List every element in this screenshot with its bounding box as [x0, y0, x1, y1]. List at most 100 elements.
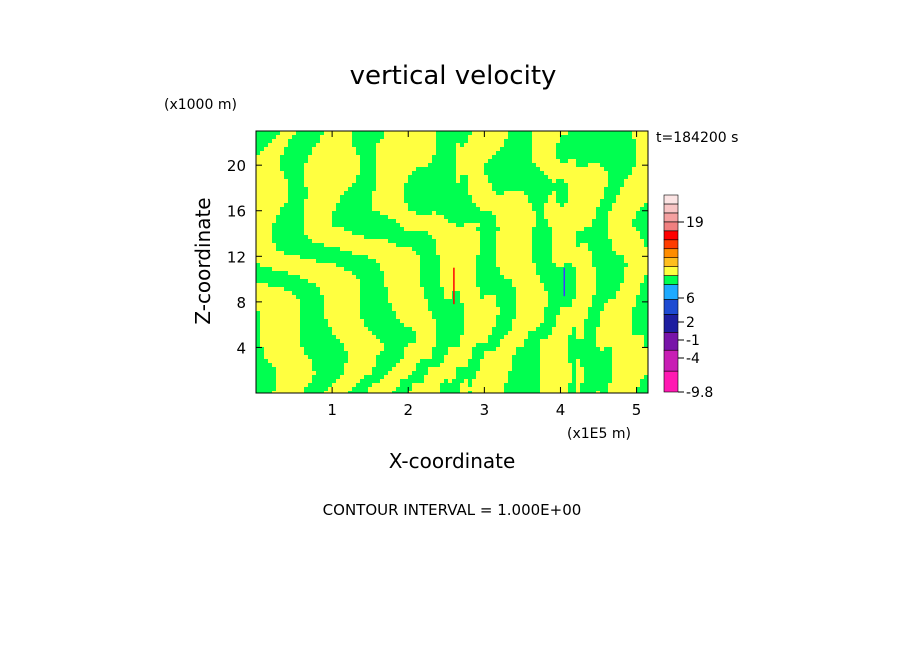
- field-band: [424, 295, 444, 299]
- field-band: [416, 363, 440, 367]
- field-band: [576, 163, 588, 167]
- field-band: [592, 299, 608, 303]
- colorbar-label: -1: [686, 333, 700, 349]
- field-band: [280, 167, 304, 171]
- field-band: [504, 383, 540, 387]
- field-band: [608, 183, 624, 187]
- field-band: [336, 203, 372, 207]
- field-band: [596, 215, 608, 219]
- field-band: [644, 279, 648, 283]
- field-band: [644, 275, 648, 279]
- field-band: [500, 311, 516, 315]
- field-band: [580, 359, 612, 363]
- colorbar-label: 2: [686, 315, 695, 331]
- field-band: [360, 163, 376, 167]
- field-band: [452, 291, 460, 295]
- field-band: [256, 347, 264, 351]
- field-band: [256, 143, 268, 147]
- field-band: [256, 335, 260, 339]
- field-band: [428, 303, 464, 307]
- field-band: [584, 379, 612, 383]
- field-band: [500, 147, 532, 151]
- field-band: [512, 359, 540, 363]
- plot-field: [256, 131, 648, 393]
- field-band: [636, 211, 648, 215]
- field-band: [256, 315, 260, 319]
- field-band: [256, 271, 288, 275]
- field-band: [356, 275, 384, 279]
- field-band: [588, 311, 600, 315]
- field-band: [360, 295, 388, 299]
- field-band: [272, 223, 304, 227]
- field-band: [356, 383, 372, 387]
- field-band: [408, 179, 456, 183]
- field-band: [288, 179, 304, 183]
- field-band: [596, 279, 624, 283]
- field-band: [536, 219, 548, 223]
- field-band: [456, 223, 464, 227]
- field-band: [536, 271, 576, 275]
- x-tick-label: 4: [556, 401, 566, 419]
- field-band: [276, 247, 340, 251]
- field-band: [536, 263, 556, 267]
- field-band: [420, 259, 440, 263]
- field-band: [500, 307, 516, 311]
- field-band: [572, 363, 576, 367]
- field-band: [436, 147, 456, 151]
- field-band: [584, 367, 612, 371]
- field-band: [584, 227, 608, 231]
- field-band: [636, 227, 648, 231]
- field-band: [496, 151, 532, 155]
- field-band: [496, 319, 512, 323]
- field-band: [468, 383, 472, 387]
- field-band: [436, 139, 468, 143]
- field-band: [572, 327, 576, 331]
- field-band: [488, 339, 500, 343]
- field-band: [284, 203, 304, 207]
- field-band: [340, 199, 372, 203]
- field-band: [416, 367, 428, 371]
- field-band: [256, 367, 276, 371]
- field-band: [312, 359, 348, 363]
- field-band: [256, 331, 260, 335]
- field-band: [436, 335, 460, 339]
- field-band: [360, 155, 376, 159]
- field-band: [316, 259, 376, 263]
- field-band: [596, 207, 612, 211]
- field-band: [356, 175, 376, 179]
- field-band: [400, 383, 412, 387]
- y-unit-label: (x1000 m): [164, 97, 237, 113]
- field-band: [592, 263, 628, 267]
- field-band: [480, 291, 516, 295]
- field-band: [568, 351, 612, 355]
- field-band: [456, 371, 476, 375]
- field-band: [532, 251, 552, 255]
- field-band: [544, 283, 576, 287]
- field-band: [384, 347, 404, 351]
- field-band: [352, 131, 384, 135]
- field-band: [376, 363, 396, 367]
- field-band: [576, 243, 580, 247]
- field-band: [584, 335, 596, 339]
- field-band: [432, 355, 444, 359]
- field-band: [276, 215, 304, 219]
- field-band: [432, 351, 448, 355]
- field-band: [256, 131, 280, 135]
- field-band: [304, 347, 344, 351]
- field-band: [436, 327, 464, 331]
- field-band: [480, 251, 496, 255]
- field-band: [348, 187, 376, 191]
- field-band: [336, 263, 380, 267]
- field-band: [316, 371, 344, 375]
- field-band: [452, 379, 464, 383]
- field-band: [604, 347, 612, 351]
- field-band: [280, 155, 308, 159]
- field-band: [300, 307, 324, 311]
- field-band: [300, 343, 344, 347]
- field-band: [288, 199, 304, 203]
- field-band: [352, 387, 368, 391]
- field-band: [304, 387, 328, 391]
- field-band: [412, 371, 428, 375]
- field-band: [560, 139, 636, 143]
